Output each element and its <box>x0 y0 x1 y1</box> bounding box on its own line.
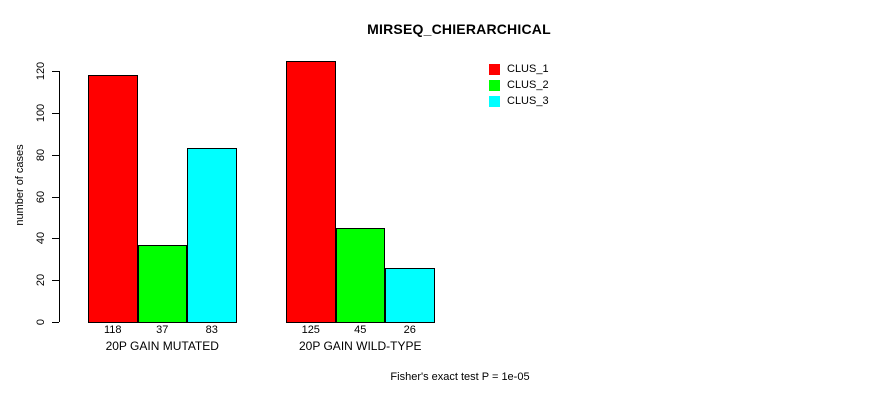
legend-label: CLUS_1 <box>507 63 549 75</box>
legend-item-clus_2: CLUS_2 <box>489 79 549 92</box>
bar-value-label: 45 <box>354 324 367 336</box>
bar-clus_3 <box>385 267 435 323</box>
bar-clus_2 <box>335 227 385 323</box>
y-axis-tick-label: 60 <box>35 190 47 203</box>
y-axis-tick <box>52 280 59 282</box>
y-axis-tick-label: 80 <box>35 148 47 161</box>
group-label: 20P GAIN MUTATED <box>105 339 219 353</box>
y-axis-tick-label: 0 <box>35 318 47 326</box>
legend-swatch-icon <box>489 96 500 107</box>
bar-clus_3 <box>187 148 237 323</box>
bar-value-label: 37 <box>156 324 169 336</box>
y-axis-tick <box>52 196 59 198</box>
annotation-text: Fisher's exact test P = 1e-05 <box>390 371 530 383</box>
bar-value-label: 118 <box>103 324 122 336</box>
y-axis-tick <box>52 154 59 156</box>
y-axis-tick-label: 20 <box>35 274 47 287</box>
legend: CLUS_1 CLUS_2 CLUS_3 <box>489 63 549 111</box>
y-axis-line <box>59 71 60 322</box>
group-label: 20P GAIN WILD-TYPE <box>299 339 422 353</box>
y-axis-tick-label: 40 <box>35 232 47 245</box>
legend-label: CLUS_3 <box>507 95 549 107</box>
legend-swatch-icon <box>489 64 500 75</box>
legend-label: CLUS_2 <box>507 79 549 91</box>
y-axis-tick-label: 100 <box>35 103 47 123</box>
bar-value-label: 125 <box>301 324 320 336</box>
y-axis-tick <box>52 112 59 114</box>
bar-value-label: 83 <box>205 324 218 336</box>
bar-clus_2 <box>137 244 187 323</box>
bar-value-label: 26 <box>403 324 416 336</box>
y-axis-tick-label: 120 <box>35 61 47 81</box>
y-axis-tick <box>52 238 59 240</box>
y-axis-tick <box>52 322 59 323</box>
legend-item-clus_3: CLUS_3 <box>489 95 549 108</box>
bar-clus_1 <box>88 75 138 323</box>
bar-clus_1 <box>286 60 336 323</box>
y-axis-tick <box>52 71 59 72</box>
legend-swatch-icon <box>489 80 500 91</box>
legend-item-clus_1: CLUS_1 <box>489 63 549 76</box>
chart-title: MIRSEQ_CHIERARCHICAL <box>367 21 551 37</box>
